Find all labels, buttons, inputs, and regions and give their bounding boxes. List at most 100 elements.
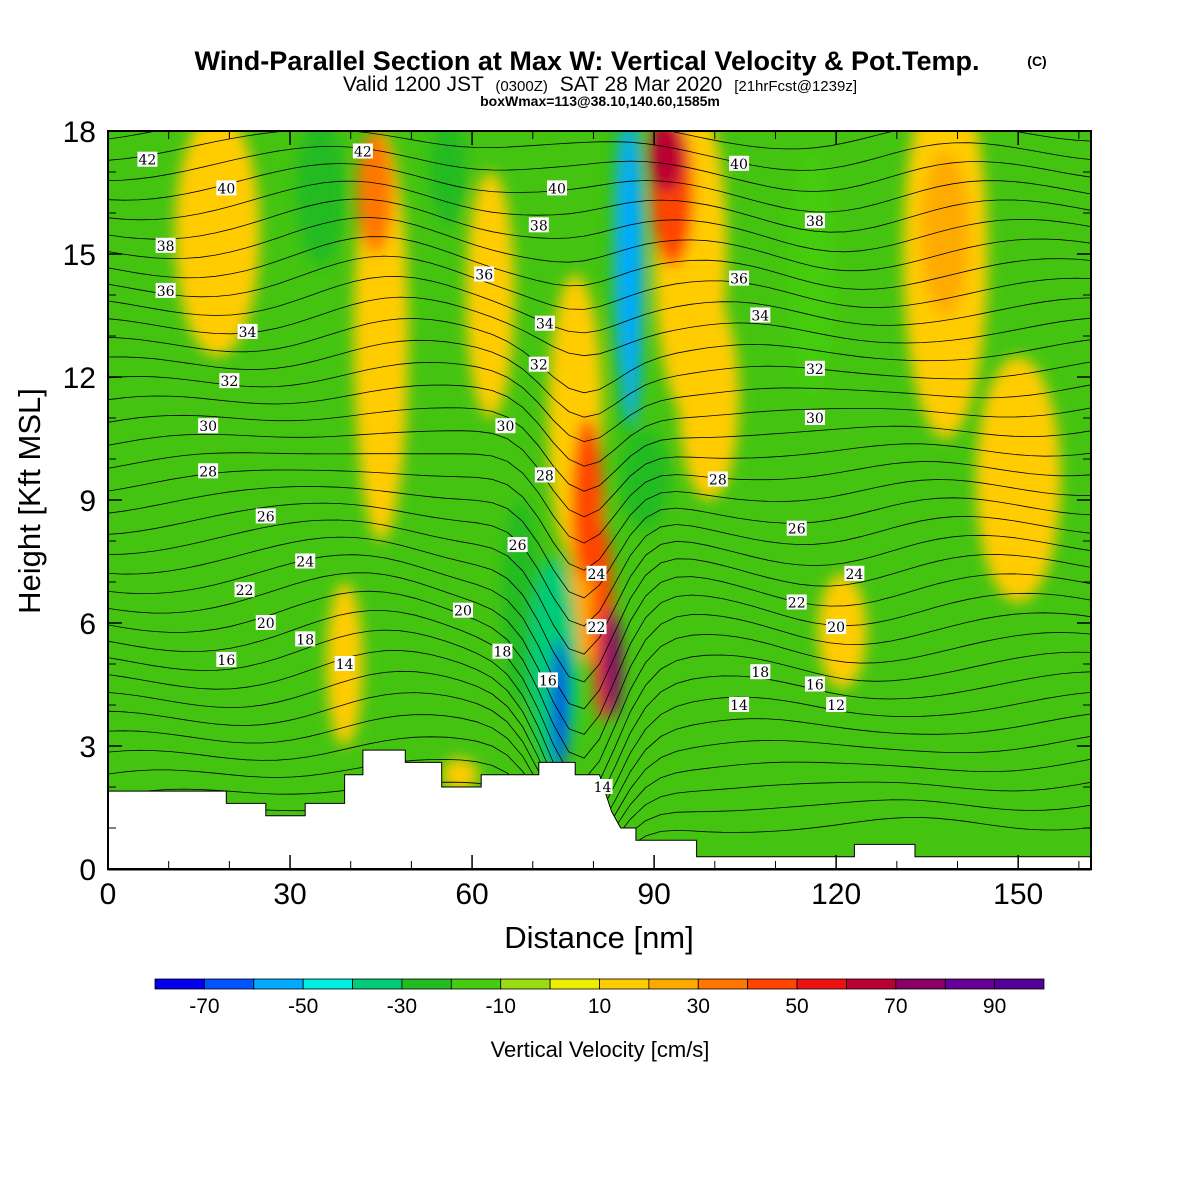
colorbar-swatch <box>549 978 600 990</box>
contour-label-box <box>729 270 750 286</box>
contour-label-box <box>592 779 613 794</box>
contour-label-text: 24 <box>845 567 863 583</box>
contour-label-text: 34 <box>751 309 769 325</box>
contour-label: 34 <box>237 323 258 341</box>
colorbar-label: Vertical Velocity [cm/s] <box>491 1037 710 1062</box>
contour-label-box <box>707 471 728 487</box>
contour-label-text: 16 <box>539 673 557 689</box>
contour-label-text: 22 <box>788 596 806 612</box>
contour-label-box <box>295 631 316 647</box>
theta-contour-line <box>108 590 1091 759</box>
contour-label-box <box>155 282 176 298</box>
theta-contour-line <box>108 430 1091 518</box>
valid-utc: (0300Z) <box>495 78 548 95</box>
contour-label-box <box>255 508 276 524</box>
contour-label-text: 38 <box>530 218 548 234</box>
contour-labels: 42 40 38 36 34 32 30 28 26 24 22 20 18 16 14 42 40 38 36 34… <box>137 143 865 796</box>
contour-label: 14 <box>729 697 750 714</box>
theta-contour-line <box>108 296 1091 357</box>
contour-label: 34 <box>534 315 555 333</box>
contour-label-box <box>237 323 258 339</box>
colorbar-swatch <box>796 978 847 990</box>
contour-label: 38 <box>155 237 176 255</box>
colorbar-swatch <box>253 978 304 990</box>
contour-label-text: 30 <box>497 419 515 435</box>
contour-label-text: 26 <box>509 538 527 554</box>
contour-label: 30 <box>495 418 516 435</box>
theta-contour-line <box>108 163 1091 213</box>
contour-label: 32 <box>528 356 549 374</box>
colorbar <box>154 978 1045 990</box>
x-tick-label: 0 <box>100 878 117 911</box>
contour-label-box <box>334 656 355 671</box>
contour-label-text: 18 <box>493 645 511 661</box>
colorbar-tick-label: 90 <box>983 995 1006 1018</box>
contour-label: 16 <box>216 651 237 669</box>
x-tick-label: 60 <box>455 878 488 911</box>
y-tick-label: 18 <box>63 116 96 149</box>
contour-label: 16 <box>804 676 825 694</box>
colorbar-swatch <box>944 978 996 990</box>
terrain <box>107 749 1092 871</box>
contour-label-box <box>528 356 549 372</box>
contour-label-box <box>528 217 549 233</box>
x-axis-label: Distance [nm] <box>504 920 694 955</box>
contour-label-text: 24 <box>296 555 314 571</box>
contour-label: 28 <box>707 471 728 489</box>
theta-contour-line <box>108 276 1091 334</box>
colorbar-tick-label: 30 <box>687 995 710 1018</box>
contour-label-text: 36 <box>730 272 748 288</box>
y-axis-label: Height [Kft MSL] <box>12 388 47 614</box>
contour-label: 40 <box>216 180 237 197</box>
contour-label-box <box>750 307 771 323</box>
contour-label-box <box>534 467 555 483</box>
y-tick-label: 6 <box>79 608 96 641</box>
contour-label: 24 <box>844 565 865 583</box>
contour-label-text: 36 <box>475 268 493 284</box>
contour-label: 42 <box>352 143 373 161</box>
colorbar-swatch <box>697 978 749 990</box>
contour-label-text: 24 <box>588 567 606 583</box>
contour-label: 20 <box>826 619 847 636</box>
x-tick-label: 90 <box>637 878 670 911</box>
theta-contour-line <box>108 146 1091 192</box>
velocity-cell-4 <box>975 356 1061 603</box>
contour-label: 18 <box>492 643 513 661</box>
theta-contour-line <box>108 131 1091 171</box>
contour-label-box <box>534 315 555 331</box>
colorbar-swatch <box>747 978 798 990</box>
contour-label-text: 42 <box>139 153 157 169</box>
theta-contour-line <box>108 610 1091 781</box>
contour-label-text: 20 <box>454 604 472 620</box>
contour-label-text: 38 <box>806 214 824 230</box>
contour-label: 14 <box>334 656 355 673</box>
contour-label: 22 <box>234 582 255 599</box>
contour-label-box <box>750 664 771 680</box>
contour-label-box <box>155 237 176 253</box>
contour-label-text: 22 <box>236 583 254 599</box>
contour-label-text: 30 <box>806 411 824 427</box>
velocity-cell-8 <box>787 151 837 398</box>
x-tick-label: 150 <box>993 878 1043 911</box>
contour-label: 32 <box>219 373 240 390</box>
contour-label-text: 14 <box>730 698 748 714</box>
contour-label-text: 28 <box>709 473 727 489</box>
contour-label-box <box>495 418 516 434</box>
colorbar-swatch <box>302 978 353 990</box>
contour-label-box <box>804 360 825 376</box>
contour-label-box <box>826 697 847 712</box>
theta-contour-line <box>108 198 1091 253</box>
contour-label-text: 14 <box>336 657 354 673</box>
chart-title: Wind-Parallel Section at Max W: Vertical… <box>195 46 980 76</box>
colorbar-tick-label: -10 <box>486 995 516 1018</box>
contour-label: 20 <box>452 602 473 620</box>
contour-label-text: 34 <box>239 325 257 341</box>
colorbar-tick-label: 70 <box>884 995 907 1018</box>
contour-label-text: 12 <box>827 698 845 714</box>
contour-label-text: 18 <box>296 632 314 648</box>
y-tick-label: 12 <box>63 362 96 395</box>
x-tick-label: 30 <box>273 878 306 911</box>
theta-contour-line <box>108 318 1091 394</box>
contour-label-box <box>198 418 219 434</box>
